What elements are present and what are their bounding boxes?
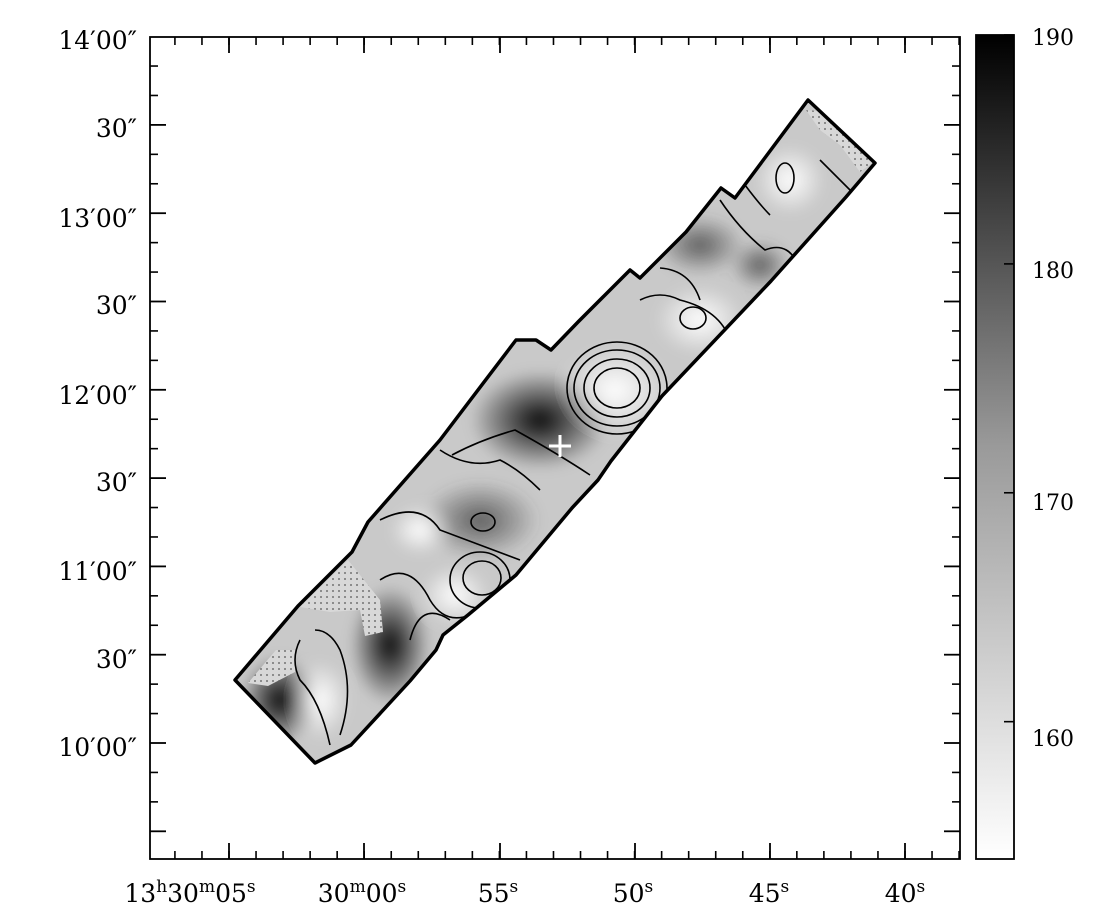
colorbar-label: 170 [1032,491,1074,516]
colorbar-label: 160 [1032,727,1074,752]
y-tick-label: 11′00″ [58,557,137,586]
strip-outline [233,98,877,765]
colorbar-ticks [1004,34,1014,723]
x-tick-labels: 13h30m05s 30m00s 55s 50s 45s 40s [124,877,925,908]
x-tick-label: 40s [885,877,926,908]
y-tick-label: 30″ [96,468,137,497]
intensity-map [235,100,875,763]
y-tick-label: 14′00″ [58,26,137,55]
y-tick-labels: 14′00″ 30″ 13′00″ 30″ 12′00″ 30″ 11′00″ … [58,26,137,762]
y-tick-label: 30″ [96,114,137,143]
colorbar-label: 180 [1032,259,1074,284]
x-tick-label: 50s [613,877,654,908]
colorbar-label: 190 [1032,26,1074,51]
x-tick-label: 30m00s [318,877,406,908]
axes-ticks [150,37,960,859]
x-tick-label: 13h30m05s [124,877,255,908]
colorbar-labels: 160 170 180 190 [1032,26,1074,752]
y-tick-label: 13′00″ [58,204,137,233]
colorbar [975,34,1015,860]
y-tick-label: 12′00″ [58,381,137,410]
x-tick-label: 45s [749,877,790,908]
peak-marker [549,435,571,457]
x-tick-label: 55s [478,877,519,908]
y-tick-label: 30″ [96,291,137,320]
y-tick-label: 10′00″ [58,733,137,762]
y-tick-label: 30″ [96,645,137,674]
